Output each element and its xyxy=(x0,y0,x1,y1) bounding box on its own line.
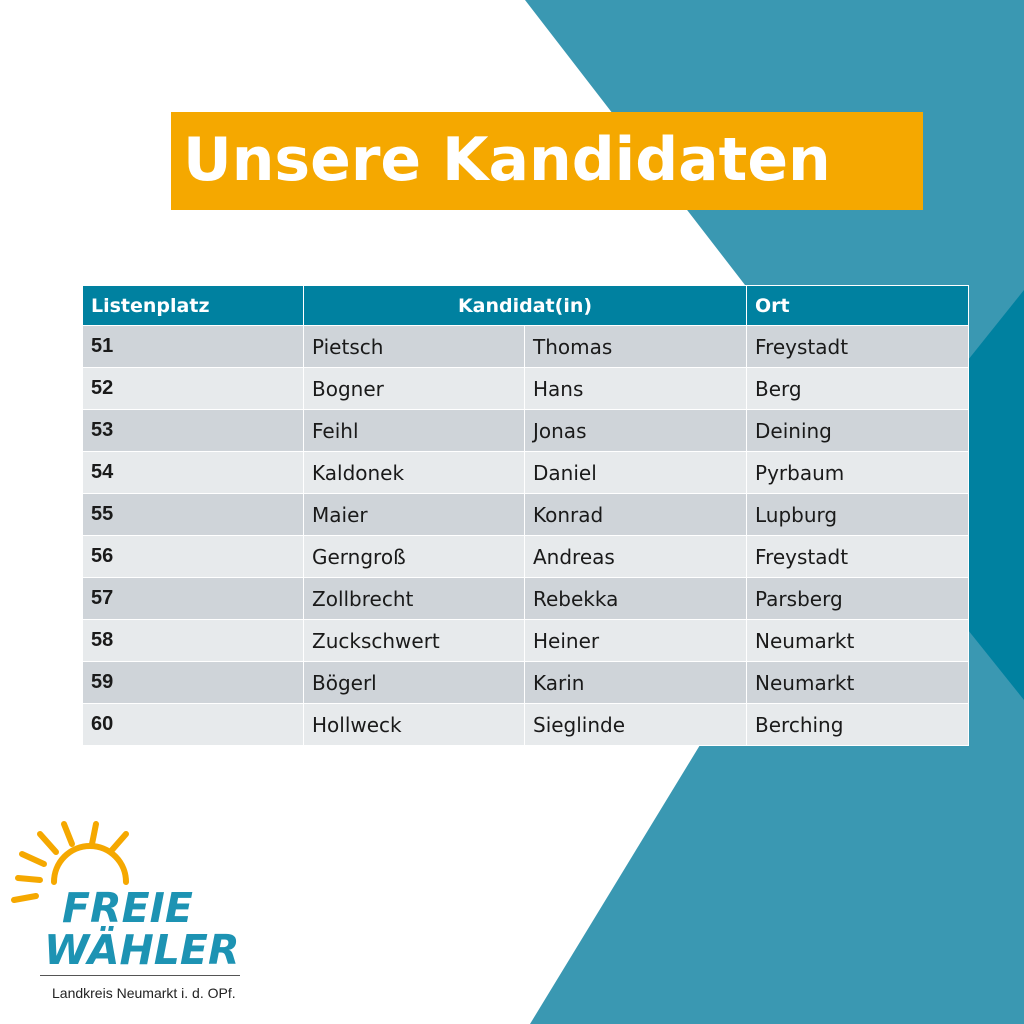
cell-ort: Lupburg xyxy=(746,493,970,536)
teal-shape-lower xyxy=(530,745,1024,1024)
table-row: 60 Hollweck Sieglinde Berching xyxy=(82,703,970,746)
cell-listenplatz: 56 xyxy=(82,535,304,578)
cell-nachname: Feihl xyxy=(303,409,525,452)
page-title: Unsere Kandidaten xyxy=(183,125,831,195)
cell-nachname: Bögerl xyxy=(303,661,525,704)
logo-line-2: WÄHLER xyxy=(44,926,240,974)
cell-nachname: Hollweck xyxy=(303,703,525,746)
cell-listenplatz: 54 xyxy=(82,451,304,494)
cell-nachname: Zollbrecht xyxy=(303,577,525,620)
teal-shape-dark-stripe xyxy=(968,290,1024,700)
cell-ort: Neumarkt xyxy=(746,619,970,662)
table-row: 57 Zollbrecht Rebekka Parsberg xyxy=(82,577,970,620)
cell-listenplatz: 58 xyxy=(82,619,304,662)
table-row: 58 Zuckschwert Heiner Neumarkt xyxy=(82,619,970,662)
logo-line-1: FREIE xyxy=(62,884,193,932)
cell-nachname: Pietsch xyxy=(303,325,525,368)
table-row: 54 Kaldonek Daniel Pyrbaum xyxy=(82,451,970,494)
cell-listenplatz: 53 xyxy=(82,409,304,452)
cell-listenplatz: 59 xyxy=(82,661,304,704)
cell-nachname: Maier xyxy=(303,493,525,536)
header-ort: Ort xyxy=(746,285,970,326)
cell-listenplatz: 57 xyxy=(82,577,304,620)
cell-vorname: Hans xyxy=(523,367,748,410)
freie-waehler-logo: FREIE WÄHLER Landkreis Neumarkt i. d. OP… xyxy=(0,820,260,1020)
cell-vorname: Sieglinde xyxy=(523,703,748,746)
table-row: 55 Maier Konrad Lupburg xyxy=(82,493,970,536)
title-banner: Unsere Kandidaten xyxy=(171,112,923,210)
cell-ort: Neumarkt xyxy=(746,661,970,704)
cell-nachname: Bogner xyxy=(303,367,525,410)
cell-listenplatz: 51 xyxy=(82,325,304,368)
cell-ort: Berching xyxy=(746,703,970,746)
cell-ort: Freystadt xyxy=(746,325,970,368)
cell-ort: Berg xyxy=(746,367,970,410)
cell-vorname: Andreas xyxy=(523,535,748,578)
logo-divider xyxy=(40,975,240,976)
sun-icon xyxy=(11,821,129,903)
table-row: 52 Bogner Hans Berg xyxy=(82,367,970,410)
cell-listenplatz: 55 xyxy=(82,493,304,536)
cell-vorname: Konrad xyxy=(523,493,748,536)
table-row: 56 Gerngroß Andreas Freystadt xyxy=(82,535,970,578)
cell-ort: Pyrbaum xyxy=(746,451,970,494)
cell-listenplatz: 52 xyxy=(82,367,304,410)
header-listenplatz: Listenplatz xyxy=(82,285,304,326)
cell-listenplatz: 60 xyxy=(82,703,304,746)
table-row: 53 Feihl Jonas Deining xyxy=(82,409,970,452)
logo-subtitle: Landkreis Neumarkt i. d. OPf. xyxy=(52,985,236,1001)
cell-vorname: Thomas xyxy=(523,325,748,368)
cell-vorname: Rebekka xyxy=(523,577,748,620)
cell-vorname: Karin xyxy=(523,661,748,704)
cell-nachname: Zuckschwert xyxy=(303,619,525,662)
cell-vorname: Heiner xyxy=(523,619,748,662)
table-header-row: Listenplatz Kandidat(in) Ort xyxy=(82,285,970,326)
cell-nachname: Gerngroß xyxy=(303,535,525,578)
cell-ort: Deining xyxy=(746,409,970,452)
table-row: 59 Bögerl Karin Neumarkt xyxy=(82,661,970,704)
cell-ort: Freystadt xyxy=(746,535,970,578)
cell-nachname: Kaldonek xyxy=(303,451,525,494)
cell-ort: Parsberg xyxy=(746,577,970,620)
cell-vorname: Daniel xyxy=(523,451,748,494)
cell-vorname: Jonas xyxy=(523,409,748,452)
candidates-table: Listenplatz Kandidat(in) Ort 51 Pietsch … xyxy=(82,285,970,746)
header-kandidat: Kandidat(in) xyxy=(302,285,748,326)
table-row: 51 Pietsch Thomas Freystadt xyxy=(82,325,970,368)
